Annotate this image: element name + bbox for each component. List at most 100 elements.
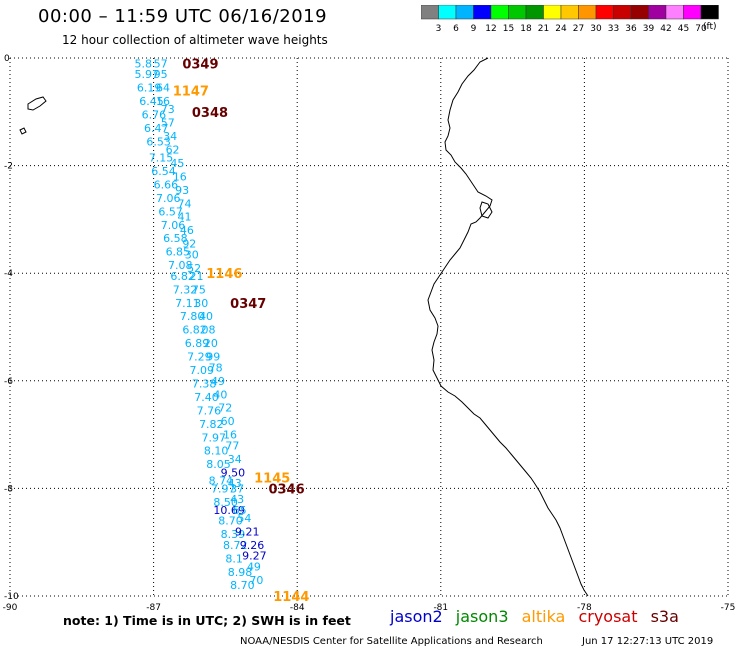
wave-height-label: 92: [182, 238, 196, 251]
colorbar-tick-label: 39: [643, 24, 655, 34]
pass-time-label: 1144: [273, 590, 309, 605]
wave-height-label: 7.06: [156, 192, 181, 205]
wave-height-label: 41: [178, 211, 192, 224]
wave-height-label: 7.06: [161, 219, 186, 232]
wave-height-label: 73: [161, 103, 175, 116]
wave-height-label: 6.85: [166, 246, 191, 259]
wave-height-label: 99: [206, 351, 220, 364]
wave-height-label: 6.53: [146, 135, 171, 148]
wave-height-label: 6.45: [139, 95, 164, 108]
colorbar-tick-label: 18: [520, 24, 532, 34]
wave-height-label: 6.66: [154, 178, 179, 191]
wave-height-label: 7.38: [192, 377, 217, 390]
wave-height-label: 8.70: [218, 515, 243, 528]
colorbar-tick-label: 24: [555, 24, 567, 34]
wave-height-label: 9.50: [221, 466, 246, 479]
colorbar-tick-label: 6: [453, 24, 459, 34]
wave-height-label: 10.69: [213, 504, 245, 517]
wave-height-label: 8.70: [230, 579, 255, 592]
pass-time-label: 1146: [206, 267, 242, 282]
wave-height-label: 16: [223, 429, 237, 442]
legend-cryosat: cryosat: [578, 607, 638, 626]
wave-height-label: 6.57: [158, 205, 183, 218]
wave-height-label: 49: [247, 560, 261, 573]
wave-height-label: 62: [166, 143, 180, 156]
wave-height-label: 46: [180, 224, 194, 237]
wave-height-label: 7.29: [187, 351, 212, 364]
y-tick-label: -6: [4, 377, 13, 387]
wave-height-label: 8.98: [228, 566, 253, 579]
wave-height-label: 30: [185, 248, 199, 261]
wave-height-label: 7.40: [194, 391, 219, 404]
wave-height-label: 52: [187, 262, 201, 275]
galapagos-islet: [19, 127, 27, 135]
wave-height-label: 7.11: [175, 297, 200, 310]
wave-height-label: 6.19: [137, 82, 162, 95]
colorbar-tick-label: 30: [590, 24, 602, 34]
wave-height-label: 34: [163, 130, 177, 143]
wave-height-label: 6.58: [163, 232, 188, 245]
wave-height-label: 60: [221, 415, 235, 428]
legend-jason2: jason2: [390, 607, 443, 626]
unit-label: (ft): [703, 22, 717, 32]
wave-height-label: 6.76: [142, 108, 167, 121]
wave-height-label: 40: [213, 388, 227, 401]
wave-height-label: 6.82: [170, 270, 195, 283]
wave-height-label: 43: [230, 493, 244, 506]
color-scale-bar: 3 6 9 12 15 18 21 24 27 30 33 36 39 42 45 70: [421, 5, 719, 34]
colorbar-tick-label: 70: [695, 24, 707, 34]
galapagos-island: [27, 96, 47, 111]
x-tick-label: -87: [146, 603, 161, 613]
x-tick-label: -81: [433, 603, 448, 613]
satellite-legend: jason2 jason3 altika cryosat s3a: [390, 607, 687, 626]
wave-height-label: 8.05: [206, 458, 231, 471]
wave-height-label: 74: [178, 197, 192, 210]
colorbar-tick-label: 15: [503, 24, 514, 34]
y-tick-label: -4: [4, 269, 13, 279]
wave-height-label: 08: [201, 324, 215, 337]
wave-height-label: 93: [175, 184, 189, 197]
wave-height-label: 5.97: [134, 68, 159, 81]
y-tick-label: 0: [4, 54, 10, 64]
wave-height-label: 95: [154, 68, 168, 81]
grid-lines: [9, 57, 729, 597]
footnote: note: 1) Time is in UTC; 2) SWH is in fe…: [63, 613, 351, 628]
wave-height-label: 7.15: [149, 152, 174, 165]
colorbar-tick-label: 3: [436, 24, 442, 34]
wave-height-label: 7.80: [180, 310, 205, 323]
legend-s3a: s3a: [650, 607, 679, 626]
wave-height-label: 7.76: [197, 404, 222, 417]
wave-height-label: 34: [228, 453, 242, 466]
wave-height-label: 7.09: [190, 364, 215, 377]
wave-height-label: 9.21: [235, 525, 260, 538]
wave-height-label: 8.72: [223, 539, 248, 552]
wave-height-label: 49: [211, 375, 225, 388]
wave-height-label: 30: [194, 297, 208, 310]
wave-height-label: 7.97: [211, 482, 236, 495]
wave-height-label: 5.8: [134, 57, 152, 70]
wave-height-label: 6.82: [182, 324, 207, 337]
wave-height-label: 9.27: [242, 550, 266, 563]
pass-time-label: 0348: [192, 106, 228, 121]
wave-height-label: 16: [173, 170, 187, 183]
wave-height-label: 6.89: [185, 337, 210, 350]
legend-jason3: jason3: [455, 607, 509, 626]
generated-timestamp: Jun 17 12:27:13 UTC 2019: [582, 636, 714, 647]
colorbar-tick-label: 21: [538, 24, 549, 34]
colorbar-tick-label: 42: [660, 24, 671, 34]
wave-height-label: 75: [192, 283, 206, 296]
south-america-coastline: [427, 57, 589, 597]
colorbar-tick-label: 12: [485, 24, 496, 34]
wave-height-label: 6.54: [151, 165, 176, 178]
wave-height-label: 8.50: [213, 496, 238, 509]
wave-height-label: 65: [233, 504, 247, 517]
wave-height-label: 40: [199, 310, 213, 323]
colorbar-tick-label: 33: [608, 24, 619, 34]
wave-height-label: 8.39: [221, 528, 246, 541]
wave-height-label: 21: [190, 270, 204, 283]
wave-height-label: 8.1: [225, 552, 243, 565]
wave-height-label: 8.74: [209, 474, 234, 487]
pass-time-label: 1145: [254, 472, 290, 487]
wave-height-label: 20: [204, 337, 218, 350]
